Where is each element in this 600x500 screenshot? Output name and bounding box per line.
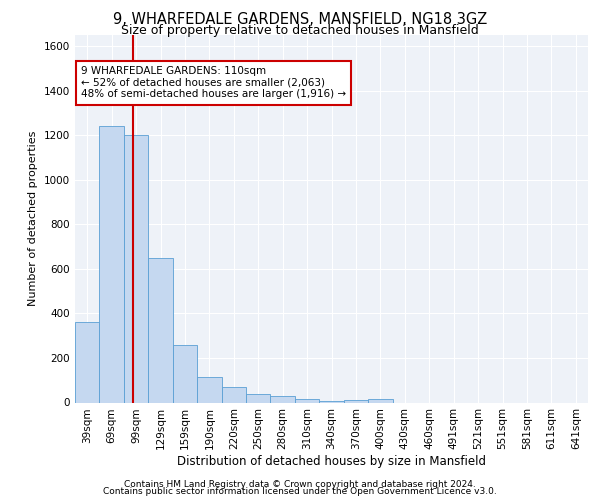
Text: Contains public sector information licensed under the Open Government Licence v3: Contains public sector information licen… <box>103 488 497 496</box>
Bar <box>148 258 173 402</box>
Bar <box>100 126 124 402</box>
Bar <box>221 387 246 402</box>
Bar <box>124 135 148 402</box>
Bar <box>368 400 392 402</box>
Bar <box>271 396 295 402</box>
Y-axis label: Number of detached properties: Number of detached properties <box>28 131 38 306</box>
Bar <box>295 399 319 402</box>
Bar <box>75 322 100 402</box>
Bar <box>197 377 221 402</box>
Text: Size of property relative to detached houses in Mansfield: Size of property relative to detached ho… <box>121 24 479 37</box>
Bar <box>319 400 344 402</box>
Bar <box>246 394 271 402</box>
Text: 9 WHARFEDALE GARDENS: 110sqm
← 52% of detached houses are smaller (2,063)
48% of: 9 WHARFEDALE GARDENS: 110sqm ← 52% of de… <box>81 66 346 100</box>
Text: 9, WHARFEDALE GARDENS, MANSFIELD, NG18 3GZ: 9, WHARFEDALE GARDENS, MANSFIELD, NG18 3… <box>113 12 487 28</box>
Bar <box>344 400 368 402</box>
Text: Contains HM Land Registry data © Crown copyright and database right 2024.: Contains HM Land Registry data © Crown c… <box>124 480 476 489</box>
X-axis label: Distribution of detached houses by size in Mansfield: Distribution of detached houses by size … <box>177 455 486 468</box>
Bar <box>173 344 197 403</box>
